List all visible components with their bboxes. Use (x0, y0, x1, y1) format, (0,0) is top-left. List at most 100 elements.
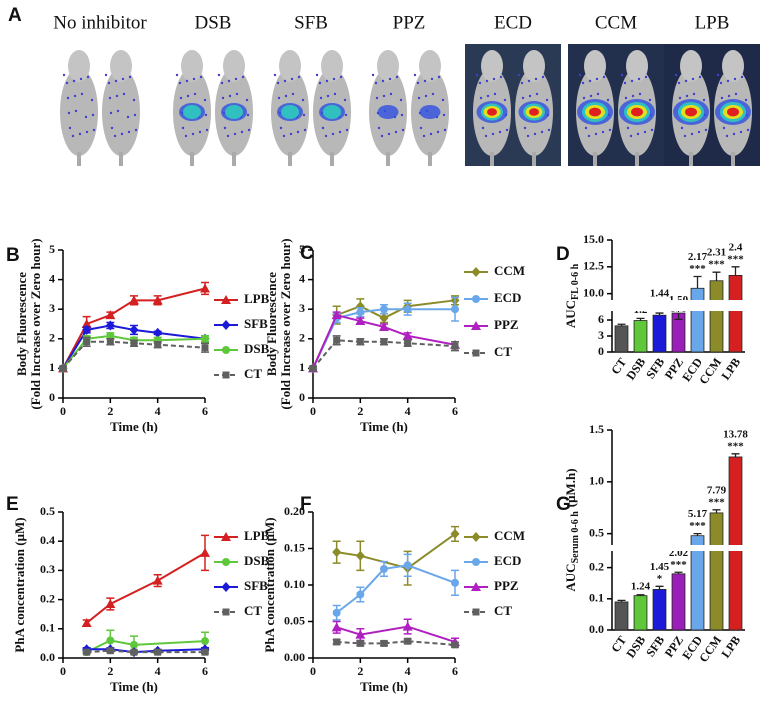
y-tick-label: 5 (299, 242, 305, 256)
signal-dot (74, 109, 78, 113)
signal-dot (498, 130, 502, 134)
legend-label: CT (244, 366, 262, 381)
x-tick-label: 0 (310, 404, 316, 418)
mouse-tail (731, 152, 735, 166)
signal-dot (128, 75, 132, 79)
marker (106, 338, 114, 346)
signal-dot (704, 128, 708, 132)
x-tick-label: 6 (452, 404, 458, 418)
y-tick-label: 0.0 (589, 622, 604, 636)
signal-dot (245, 98, 249, 102)
error-bar (636, 317, 645, 321)
signal-dot (185, 79, 189, 83)
marker (471, 321, 481, 330)
bar (633, 320, 648, 353)
legend-label: CT (494, 344, 512, 359)
signal-dot (198, 130, 202, 134)
signal-dot (62, 73, 66, 77)
significance-label: *** (708, 259, 725, 271)
y-tick-label: 0.4 (40, 533, 55, 547)
y-tick-label: 0.5 (589, 525, 604, 539)
signal-dot (478, 81, 482, 85)
marker (130, 640, 138, 649)
y-axis-label: PhA concentration (μM) (262, 517, 277, 652)
signal-dot (395, 75, 399, 79)
signal-dot (417, 96, 421, 100)
signal-dot (606, 98, 610, 102)
marker (472, 349, 480, 357)
signal-dot (284, 94, 288, 98)
significance-label: *** (689, 263, 706, 275)
mouse-tail (532, 152, 536, 166)
x-tick-label: SFB (643, 355, 667, 381)
signal-dot (636, 132, 640, 136)
condition-label: No inhibitor (53, 12, 147, 33)
marker (379, 321, 389, 331)
error-bar (731, 453, 740, 457)
error-bar (655, 312, 664, 316)
y-axis-label-sub: Serum 0-6 h (570, 511, 581, 564)
marker (152, 575, 163, 585)
signal-dot (520, 81, 524, 85)
signal-dot (108, 96, 112, 100)
x-tick-label: 6 (452, 664, 458, 678)
signal-dot (702, 98, 706, 102)
marker (404, 339, 412, 347)
y-tick-label: 0.1 (40, 621, 55, 635)
signal-dot (178, 81, 182, 85)
signal-dot (279, 126, 283, 130)
x-tick-label: 6 (202, 404, 208, 418)
y-axis-label-main: AUC (563, 300, 578, 328)
signal-dot (601, 130, 605, 134)
x-tick-label: 4 (155, 404, 161, 418)
mouse-tail (119, 152, 123, 166)
legend-label: CT (494, 603, 512, 618)
signal-dot (325, 79, 329, 83)
signal-dot (338, 130, 342, 134)
signal-dot (344, 113, 348, 117)
marker (154, 341, 162, 349)
legend-label: CT (244, 603, 262, 618)
signal-dot (283, 79, 287, 83)
error-bar (693, 532, 702, 536)
signal-dot (596, 92, 600, 96)
y-axis-label: PhA concentration (μM) (12, 517, 27, 652)
marker (380, 564, 388, 573)
signal-dot (199, 75, 203, 79)
marker (356, 590, 365, 599)
marker (402, 621, 413, 631)
condition-label: LPB (695, 12, 730, 33)
signal-dot (740, 75, 744, 79)
signal-dot (240, 130, 244, 134)
y-tick-label: 10.0 (583, 285, 604, 299)
signal-dot (401, 128, 405, 132)
y-tick-label: 2 (49, 331, 55, 345)
fold-change-label: 1.45 (650, 561, 670, 573)
signal-dot (648, 98, 652, 102)
y-axis-label: AUCFL 0-6 h (563, 263, 581, 328)
signal-dot (226, 134, 230, 138)
marker (471, 582, 481, 591)
error-bar (693, 275, 702, 289)
panel-label: G (556, 494, 571, 515)
mouse-head (722, 50, 744, 82)
signal-dot (122, 92, 126, 96)
signal-dot (443, 128, 447, 132)
error-bar (731, 266, 740, 276)
signal-dot (66, 96, 70, 100)
x-axis-label: Time (h) (110, 679, 158, 694)
series-line (62, 340, 206, 370)
axis-break (604, 300, 747, 311)
marker (379, 313, 389, 324)
x-tick-label: 2 (107, 404, 113, 418)
signal-dot (400, 113, 404, 117)
signal-dot (71, 134, 75, 138)
marker (130, 339, 138, 347)
signal-dot (722, 126, 726, 130)
signal-dot (422, 134, 426, 138)
signal-dot (547, 128, 551, 132)
condition-label: ECD (494, 12, 532, 33)
marker (106, 647, 114, 655)
signal-dot (581, 81, 585, 85)
